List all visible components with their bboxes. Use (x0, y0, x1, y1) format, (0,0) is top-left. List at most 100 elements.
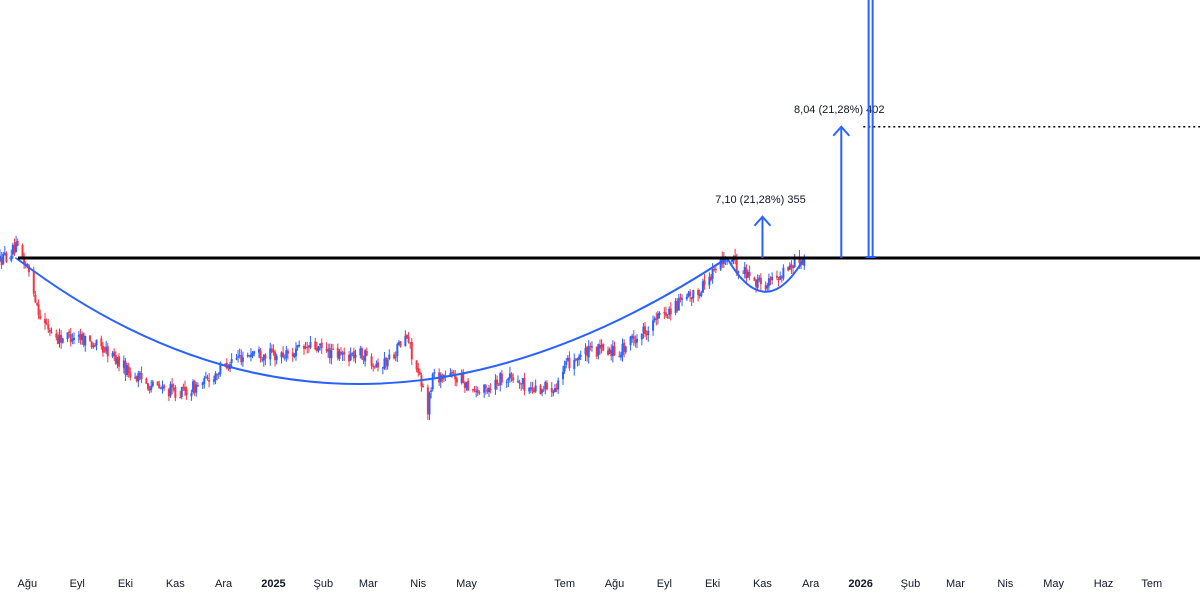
candle (377, 358, 380, 372)
candle (410, 337, 413, 366)
candle (619, 351, 622, 361)
x-tick-label: Eki (118, 578, 133, 590)
candle (116, 357, 119, 369)
candle (399, 341, 402, 348)
candle (327, 343, 330, 358)
candle (286, 348, 289, 360)
candle (608, 347, 611, 355)
candle (607, 346, 610, 356)
target-arrow (865, 0, 876, 258)
candle (496, 375, 499, 390)
x-tick-label: Şub (901, 578, 921, 590)
candle (767, 273, 770, 291)
candle (393, 352, 396, 360)
candle (394, 351, 397, 362)
candle (381, 366, 384, 375)
candle (708, 272, 711, 289)
candle (788, 262, 791, 271)
candle (15, 235, 18, 253)
x-tick-label: Nis (410, 578, 426, 590)
candle (315, 341, 318, 353)
candle (512, 373, 515, 384)
candle (687, 290, 690, 298)
candle (555, 383, 558, 393)
candle (431, 372, 434, 392)
candle (291, 347, 294, 362)
candle (793, 253, 796, 268)
candle (55, 329, 58, 341)
x-tick-label: 2026 (848, 578, 872, 590)
x-tick-label: Kas (753, 578, 772, 590)
candle (494, 374, 497, 395)
candle (462, 369, 465, 384)
candle (486, 387, 489, 394)
candle (5, 251, 8, 263)
candle (47, 319, 50, 334)
candle (779, 271, 782, 281)
candle (180, 386, 183, 400)
candle (460, 369, 463, 385)
candle (3, 246, 6, 256)
candle (50, 327, 53, 334)
candle (629, 335, 632, 351)
candle (34, 291, 37, 303)
candle (655, 312, 658, 326)
candle (523, 372, 526, 396)
candle (500, 369, 503, 386)
candle (792, 265, 795, 275)
target-arrow (753, 215, 772, 258)
candle (127, 362, 130, 378)
x-tick-label: May (1043, 578, 1064, 590)
candle (587, 340, 590, 364)
candle (563, 360, 566, 374)
candle (599, 339, 601, 355)
candle (196, 382, 199, 387)
candle (658, 311, 661, 319)
candle (158, 380, 161, 389)
candle (89, 335, 92, 342)
candle (169, 381, 172, 398)
candle (574, 358, 577, 362)
cup-curve (15, 257, 728, 385)
candle (373, 365, 376, 370)
x-tick-label: Ağu (605, 578, 625, 590)
candle (84, 335, 87, 352)
candle (497, 382, 500, 386)
candle (183, 380, 186, 396)
candle (531, 381, 534, 394)
candle (348, 350, 351, 367)
candle (60, 330, 63, 349)
candle (274, 349, 277, 367)
candle (375, 360, 378, 368)
candle (167, 387, 170, 402)
candle (81, 331, 84, 345)
candle (182, 383, 185, 391)
candle (640, 333, 643, 346)
x-tick-label: Ağu (18, 578, 38, 590)
candle (90, 340, 93, 349)
candle (114, 351, 117, 365)
candle (562, 365, 565, 386)
candle (415, 360, 418, 373)
candle (758, 274, 761, 283)
candle (352, 347, 355, 362)
candle (433, 368, 436, 378)
candle (600, 339, 603, 354)
candle (602, 343, 605, 352)
candle (701, 278, 704, 293)
candle (241, 351, 244, 367)
candle (505, 379, 508, 388)
candle (71, 333, 74, 345)
candle (418, 368, 421, 376)
candle (21, 243, 24, 260)
candle (766, 282, 769, 291)
candle (417, 362, 420, 377)
candle (753, 276, 756, 282)
target-label: 7,10 (21,28%) 355 (715, 194, 806, 206)
candle (11, 242, 14, 259)
candle (275, 353, 278, 365)
candle (69, 328, 72, 347)
candle (0, 249, 1, 262)
candle (552, 389, 555, 397)
